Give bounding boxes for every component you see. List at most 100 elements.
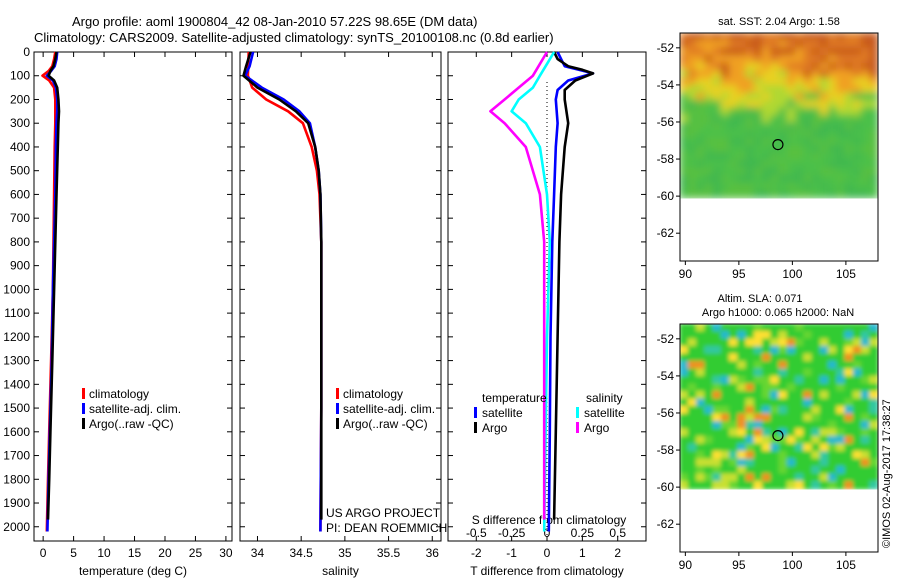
heatmap-cell <box>745 114 755 124</box>
heatmap-cell <box>844 32 854 41</box>
heatmap-cell <box>770 465 780 475</box>
heatmap-cell <box>836 383 846 392</box>
heatmap-cell <box>836 182 846 191</box>
heatmap-cell <box>737 84 747 94</box>
heatmap-cell <box>852 473 862 482</box>
series-line-1 <box>552 51 595 520</box>
heatmap-cell <box>828 122 838 131</box>
heatmap-cell <box>720 435 730 445</box>
heatmap-cell <box>737 62 747 71</box>
heatmap-cell <box>753 443 763 452</box>
heatmap-cell <box>819 420 829 430</box>
heatmap-cell <box>704 39 714 49</box>
series-line-2 <box>46 51 61 520</box>
heatmap-cell <box>786 62 796 71</box>
heatmap-cell <box>770 137 780 146</box>
heatmap-cell <box>819 189 829 199</box>
heatmap-cell <box>869 345 879 355</box>
heatmap-cell <box>762 420 772 430</box>
heatmap-cell <box>745 99 755 109</box>
heatmap-cell <box>696 54 706 64</box>
heatmap-cell <box>861 465 871 475</box>
heatmap-cell <box>720 330 730 340</box>
heatmap-cell <box>819 428 829 437</box>
heatmap-cell <box>770 107 780 116</box>
heatmap-cell <box>762 62 772 71</box>
x-tick-label: 35 <box>338 546 352 560</box>
heatmap-cell <box>836 465 846 475</box>
heatmap-cell <box>828 458 838 467</box>
heatmap-cell <box>778 189 788 199</box>
heatmap-cell <box>737 405 747 415</box>
legend-label: satellite <box>482 406 523 420</box>
heatmap-cell <box>753 129 763 139</box>
heatmap-cell <box>836 174 846 184</box>
heatmap-cell <box>803 345 813 355</box>
heatmap-cell <box>696 375 706 385</box>
panel-difference: -2 -1 0 1 2-0.5 -0.25 0 0.25 0.5S difference fro… <box>447 51 647 578</box>
heatmap-cell <box>745 345 755 355</box>
heatmap-cell <box>729 443 739 452</box>
map-frame <box>679 323 879 553</box>
heatmap-cell <box>811 383 821 392</box>
heatmap-cell <box>679 69 689 79</box>
heatmap-cell <box>753 62 763 71</box>
heatmap-cell <box>679 182 689 191</box>
heatmap-cell <box>712 107 722 116</box>
heatmap-cell <box>762 152 772 161</box>
heatmap-cell <box>753 458 763 467</box>
heatmap-cell <box>778 92 788 101</box>
heatmap-cell <box>704 54 714 64</box>
heatmap-cell <box>679 189 689 199</box>
heatmap-cell <box>852 338 862 347</box>
heatmap-cell <box>795 390 805 400</box>
heatmap-cell <box>737 152 747 161</box>
heatmap-cell <box>704 137 714 146</box>
heatmap-cell <box>696 413 706 422</box>
watermark: ©IMOS 02-Aug-2017 17:38:27 <box>881 399 893 548</box>
heatmap-cell <box>712 435 722 445</box>
heatmap-cell <box>720 144 730 154</box>
heatmap-cell <box>720 375 730 385</box>
heatmap-cell <box>795 69 805 79</box>
series-line-2 <box>510 51 556 532</box>
heatmap-cell <box>828 167 838 176</box>
heatmap-cell <box>795 182 805 191</box>
heatmap-cell <box>704 338 714 347</box>
heatmap-cell <box>786 465 796 475</box>
heatmap-cell <box>811 114 821 124</box>
map-sst_map: -52 -54 -56 -58 -60 -62 90 95 100 105 <box>657 32 879 281</box>
heatmap-cell <box>819 99 829 109</box>
heatmap-cell <box>778 435 788 445</box>
heatmap-cell <box>828 375 838 385</box>
y-tick-label: 1400 <box>3 377 30 391</box>
heatmap-cell <box>828 353 838 362</box>
heatmap-cell <box>712 167 722 176</box>
heatmap-cell <box>828 114 838 124</box>
heatmap-cell <box>778 107 788 116</box>
heatmap-cell <box>828 428 838 437</box>
heatmap-cell <box>762 144 772 154</box>
y-tick-label: 1300 <box>3 354 30 368</box>
heatmap-cell <box>811 159 821 169</box>
heatmap-cell <box>861 62 871 71</box>
heatmap-cell <box>745 62 755 71</box>
sla-map-title: Altim. SLA: 0.071 <box>718 293 803 305</box>
heatmap-cell <box>745 480 755 490</box>
heatmap-cell <box>828 54 838 64</box>
heatmap-cell <box>786 39 796 49</box>
heatmap-cell <box>696 428 706 437</box>
heatmap-cell <box>852 390 862 400</box>
heatmap-cell <box>861 360 871 370</box>
heatmap-cell <box>819 458 829 467</box>
x-tick-label: 2 <box>614 546 621 560</box>
y-tick-label: 900 <box>10 259 30 273</box>
heatmap-cell <box>753 167 763 176</box>
heatmap-cell <box>861 420 871 430</box>
heatmap-cell <box>679 435 689 445</box>
heatmap-cell <box>811 144 821 154</box>
heatmap-cell <box>729 77 739 86</box>
heatmap-cell <box>795 398 805 407</box>
heatmap-cell <box>737 375 747 385</box>
heatmap-cell <box>828 345 838 355</box>
